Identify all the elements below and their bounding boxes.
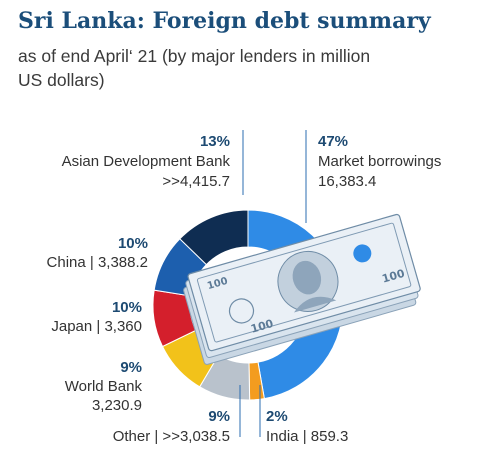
china-label: China | 3,388.2 xyxy=(47,254,148,271)
adb-percent: 13% xyxy=(200,133,230,150)
denomination-label: 100 xyxy=(249,317,275,336)
banknote-illustration: 100 100 100 xyxy=(183,213,421,365)
worldbank-name: World Bank xyxy=(65,378,143,395)
worldbank-value: 3,230.9 xyxy=(92,397,142,414)
japan-percent: 10% xyxy=(112,299,142,316)
adb-value: >>4,415.7 xyxy=(162,173,230,190)
chart-subtitle: as of end April‘ 21 (by major lenders in… xyxy=(18,46,371,90)
market-name: Market borrowings xyxy=(318,153,441,170)
india-percent: 2% xyxy=(266,408,288,425)
chart-title: Sri Lanka: Foreign debt summary xyxy=(18,8,431,34)
portrait-shoulders xyxy=(293,296,337,313)
denomination-label: 100 xyxy=(380,267,406,286)
worldbank-percent: 9% xyxy=(120,359,142,376)
market-percent: 47% xyxy=(318,133,348,150)
seal-icon xyxy=(353,244,372,263)
seal-icon xyxy=(228,298,255,324)
india-label: India | 859.3 xyxy=(266,428,348,445)
slice-asian-development-bank xyxy=(179,209,249,266)
banknote-border xyxy=(196,222,412,343)
adb-name: Asian Development Bank xyxy=(62,153,231,170)
portrait xyxy=(292,260,322,295)
market-value: 16,383.4 xyxy=(318,173,376,190)
other-label: Other | >>3,038.5 xyxy=(113,428,230,445)
other-percent: 9% xyxy=(208,408,230,425)
china-percent: 10% xyxy=(118,235,148,252)
japan-label: Japan | 3,360 xyxy=(51,318,142,335)
